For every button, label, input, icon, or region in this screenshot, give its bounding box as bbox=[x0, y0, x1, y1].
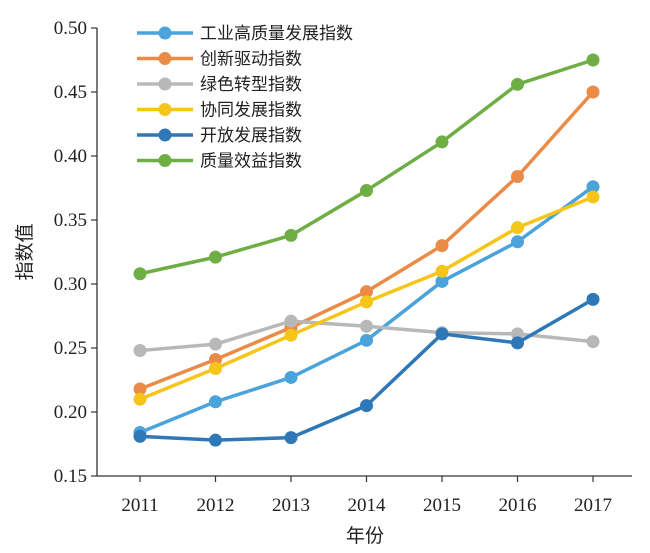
x-tick-label: 2016 bbox=[499, 495, 537, 516]
data-point bbox=[209, 337, 222, 351]
data-point bbox=[284, 328, 298, 342]
x-tick-label: 2013 bbox=[272, 495, 310, 516]
data-point bbox=[209, 353, 222, 367]
data-point bbox=[586, 85, 600, 99]
data-point bbox=[133, 382, 147, 396]
series-4 bbox=[133, 292, 600, 447]
data-point bbox=[133, 392, 147, 406]
legend-marker-icon bbox=[158, 77, 172, 91]
legend-item: 绿色转型指数 bbox=[137, 75, 302, 95]
legend-marker-icon bbox=[158, 103, 172, 116]
data-point bbox=[360, 333, 373, 347]
series-layer bbox=[133, 53, 600, 447]
axes bbox=[96, 28, 632, 477]
data-point bbox=[133, 267, 147, 281]
legend-marker-icon bbox=[158, 154, 172, 167]
y-tick-label: 0.25 bbox=[54, 338, 87, 359]
y-tick-label: 0.15 bbox=[54, 466, 87, 487]
legend-item: 创新驱动指数 bbox=[137, 50, 302, 70]
legend-item: 协同发展指数 bbox=[137, 101, 302, 121]
legend-marker-icon bbox=[158, 52, 172, 65]
x-tick-label: 2012 bbox=[197, 495, 235, 516]
data-point bbox=[435, 327, 449, 341]
legend-marker-icon bbox=[158, 128, 172, 142]
x-ticks: 2011 2012 2013 2014 2015 2016 2017 bbox=[121, 476, 612, 516]
data-point bbox=[435, 274, 449, 288]
data-point bbox=[435, 264, 449, 278]
legend-item: 工业高质量发展指数 bbox=[137, 24, 353, 44]
data-point bbox=[209, 395, 222, 409]
legend-item: 开放发展指数 bbox=[137, 126, 302, 146]
data-point bbox=[511, 336, 524, 350]
data-point bbox=[511, 327, 524, 341]
series-3 bbox=[133, 190, 600, 406]
y-tick-label: 0.35 bbox=[54, 210, 87, 231]
data-point bbox=[360, 184, 373, 198]
data-point bbox=[586, 190, 600, 204]
y-tick-label: 0.20 bbox=[54, 402, 87, 423]
data-point bbox=[360, 285, 373, 299]
y-ticks: 0.15 0.20 0.25 0.30 0.35 0.40 0.45 0.50 bbox=[54, 18, 97, 487]
x-tick-label: 2014 bbox=[348, 495, 387, 516]
data-point bbox=[360, 295, 373, 309]
data-point bbox=[511, 235, 524, 249]
legend-label: 工业高质量发展指数 bbox=[200, 24, 353, 44]
data-point bbox=[511, 77, 524, 91]
legend-item: 质量效益指数 bbox=[137, 152, 302, 172]
data-point bbox=[586, 180, 600, 194]
legend-label: 开放发展指数 bbox=[200, 126, 302, 146]
series-1 bbox=[133, 85, 600, 396]
data-point bbox=[209, 361, 222, 375]
x-axis-title: 年份 bbox=[346, 525, 384, 547]
data-point bbox=[360, 319, 373, 333]
data-point bbox=[133, 344, 147, 358]
data-point bbox=[511, 169, 524, 183]
data-point bbox=[209, 433, 222, 447]
legend-marker-icon bbox=[158, 26, 172, 40]
y-tick-label: 0.45 bbox=[54, 82, 87, 103]
data-point bbox=[511, 221, 524, 235]
data-point bbox=[284, 431, 298, 445]
data-point bbox=[586, 53, 600, 67]
legend-label: 质量效益指数 bbox=[200, 152, 302, 172]
legend-label: 绿色转型指数 bbox=[200, 75, 302, 95]
data-point bbox=[209, 250, 222, 264]
series-5 bbox=[133, 53, 600, 281]
y-tick-label: 0.40 bbox=[54, 146, 87, 167]
data-point bbox=[586, 292, 600, 306]
legend-label: 创新驱动指数 bbox=[200, 50, 302, 70]
data-point bbox=[284, 314, 298, 328]
data-point bbox=[586, 335, 600, 349]
y-tick-label: 0.50 bbox=[54, 18, 87, 39]
y-axis-title: 指数值 bbox=[14, 223, 36, 280]
data-point bbox=[284, 228, 298, 242]
y-tick-label: 0.30 bbox=[54, 274, 87, 295]
data-point bbox=[360, 399, 373, 413]
x-tick-label: 2011 bbox=[121, 495, 158, 516]
x-tick-label: 2015 bbox=[423, 495, 461, 516]
legend-label: 协同发展指数 bbox=[200, 101, 302, 121]
data-point bbox=[435, 239, 449, 253]
data-point bbox=[133, 429, 147, 443]
data-point bbox=[284, 370, 298, 384]
x-tick-label: 2017 bbox=[574, 495, 612, 516]
data-point bbox=[435, 135, 449, 149]
